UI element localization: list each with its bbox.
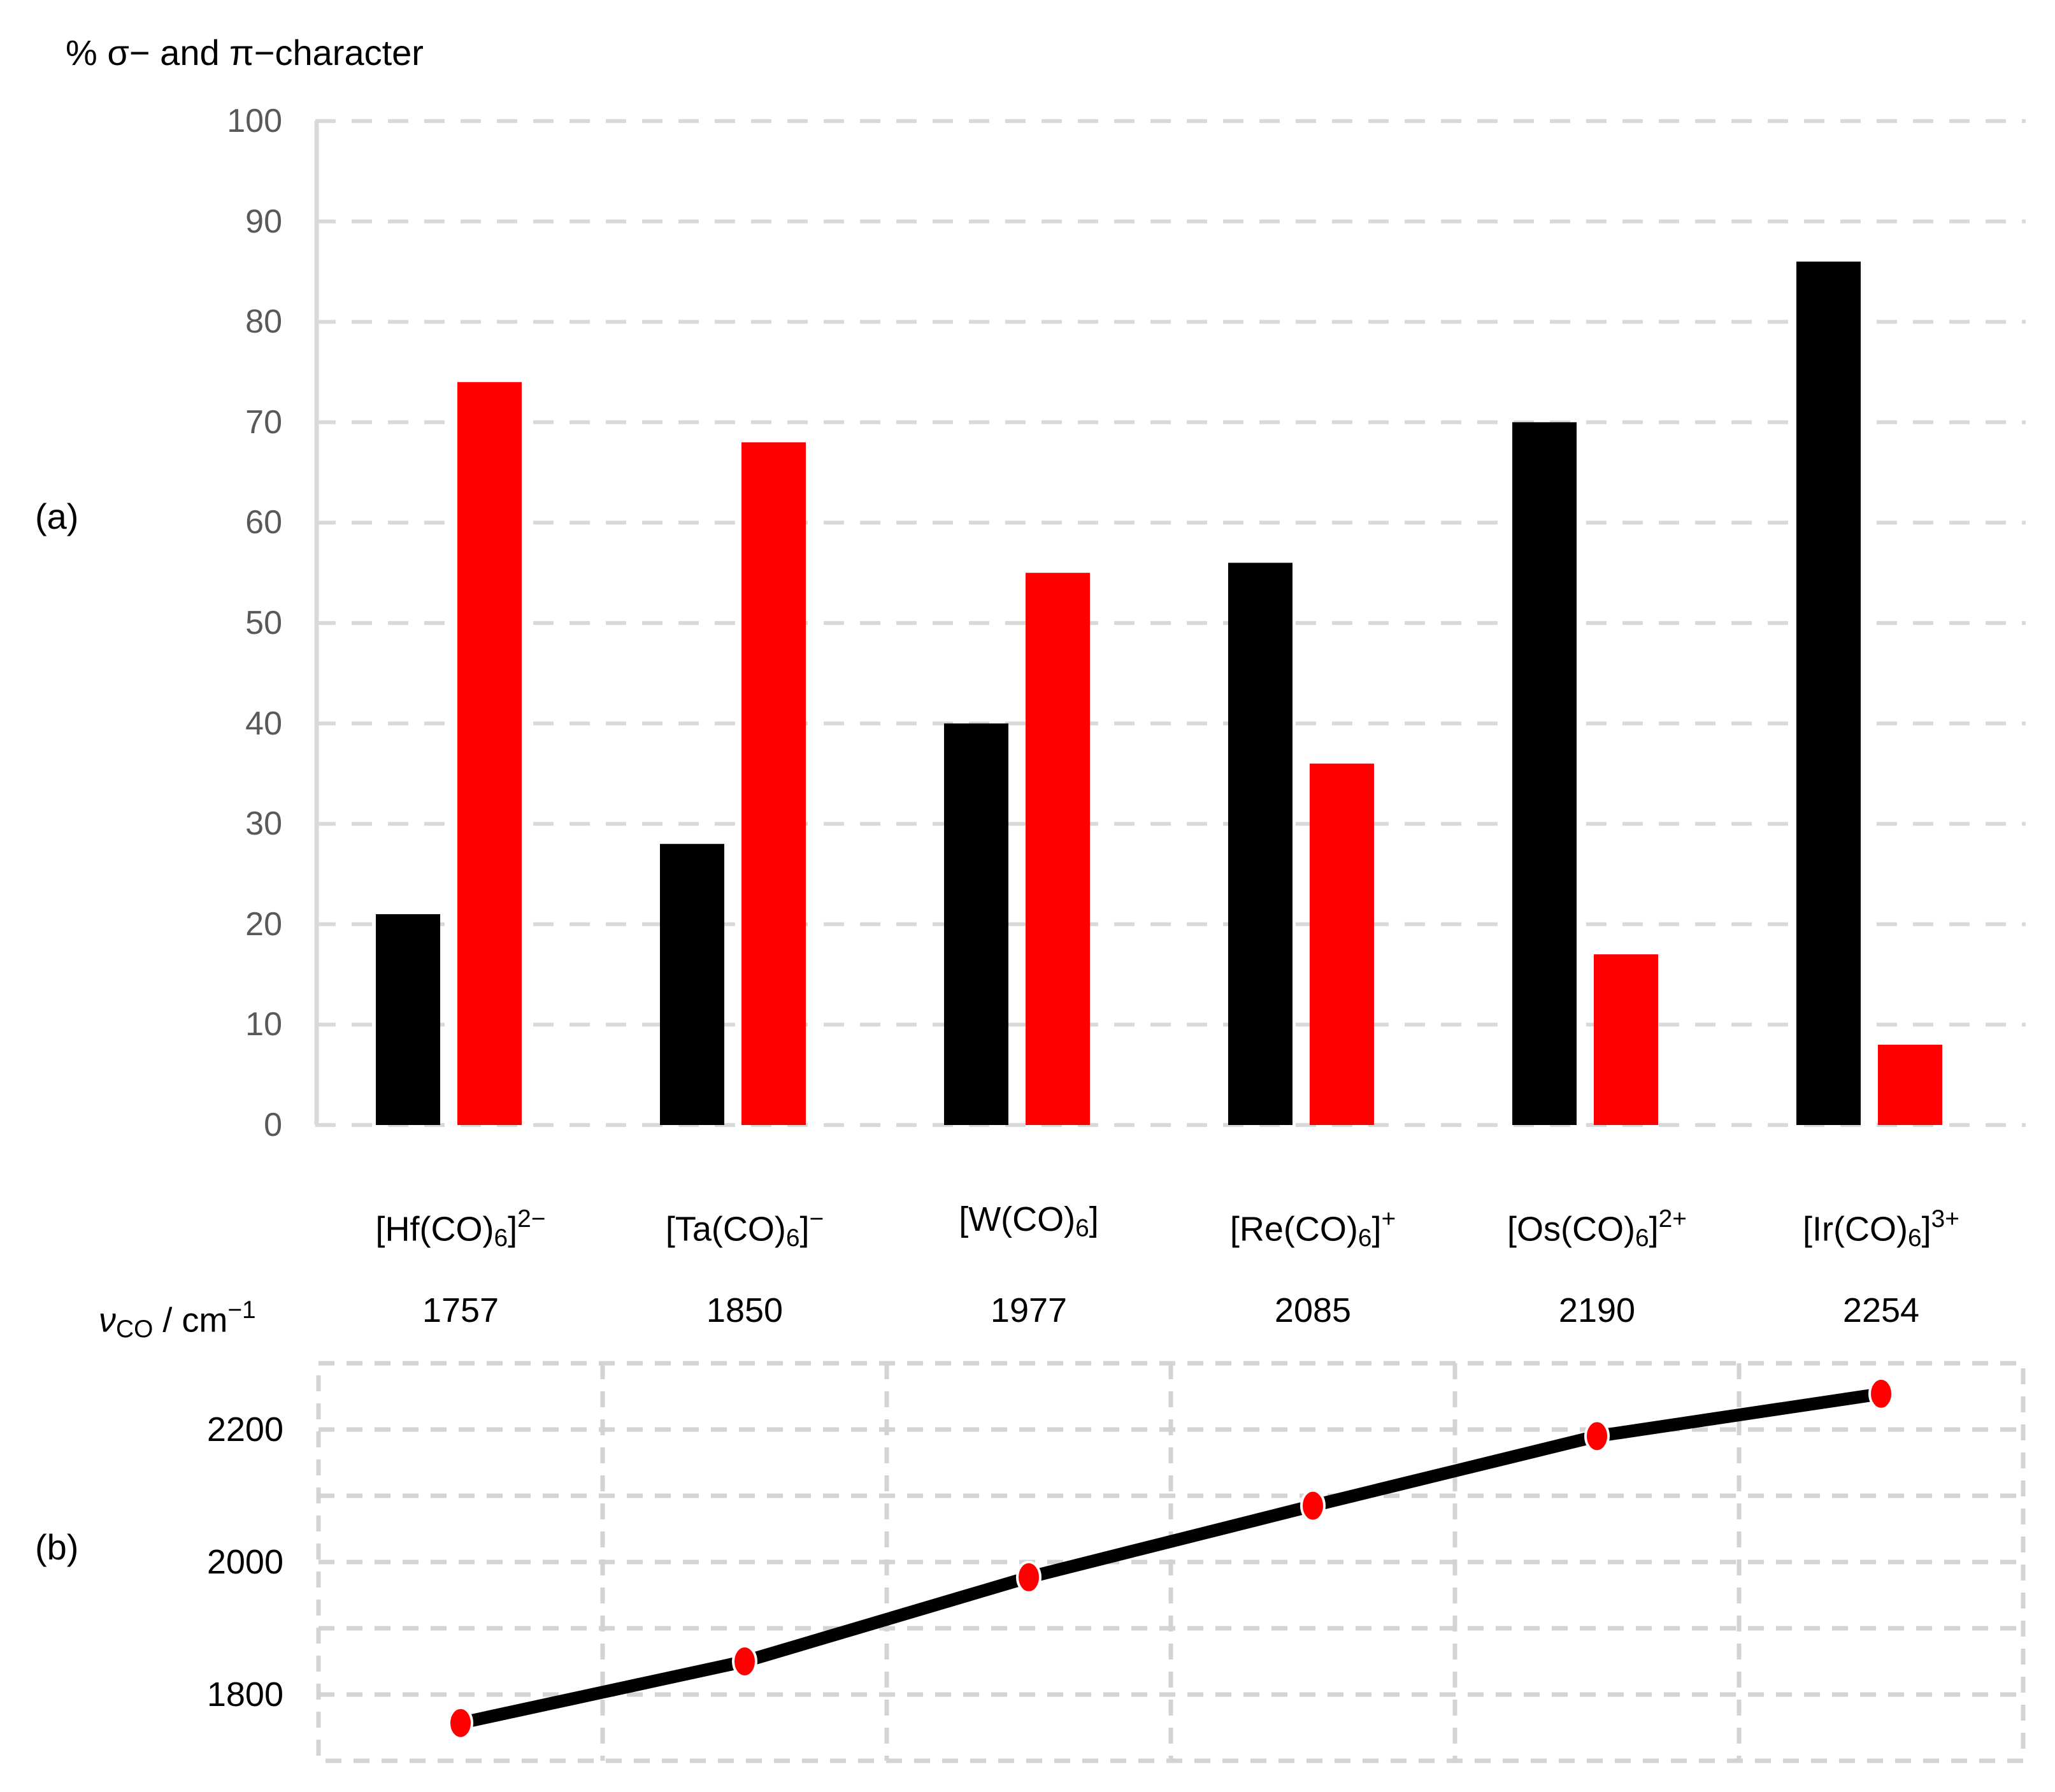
- co-frequency-value-1977: 1977: [990, 1291, 1068, 1330]
- panel-a-tick-80: 80: [245, 303, 282, 341]
- data-point-marker-2190: [1584, 1419, 1610, 1453]
- minus-one-exponent: −1: [227, 1296, 256, 1324]
- formula-part: 6: [785, 1224, 800, 1252]
- formula-part: ]: [1921, 1210, 1931, 1249]
- x-axis-label-[Ta(CO)6]−: [Ta(CO)6]−: [665, 1205, 824, 1252]
- co-frequency-trend-line: [459, 1387, 1882, 1730]
- formula-part: [Os(CO): [1507, 1210, 1635, 1249]
- co-frequency-value-2190: 2190: [1558, 1291, 1636, 1330]
- panel-a-tick-20: 20: [245, 905, 282, 943]
- co-frequency-value-2085: 2085: [1274, 1291, 1352, 1330]
- formula-part: 6: [1357, 1224, 1372, 1252]
- data-point-marker-2085: [1300, 1489, 1326, 1523]
- data-point-marker-2254: [1868, 1377, 1894, 1410]
- bar-sigma-[Os(CO)6]2+: [1512, 422, 1577, 1125]
- x-axis-label-[Os(CO)6]2+: [Os(CO)6]2+: [1507, 1205, 1687, 1252]
- co-frequency-value-1850: 1850: [706, 1291, 784, 1330]
- formula-part: [Hf(CO): [375, 1210, 494, 1249]
- panel-b-label: (b): [35, 1527, 79, 1567]
- panel-a-tick-10: 10: [245, 1006, 282, 1043]
- data-point-marker-1977: [1016, 1560, 1042, 1594]
- panel-a-label: (a): [35, 496, 79, 536]
- panel-a-tick-0: 0: [264, 1107, 282, 1143]
- co-subscript: CO: [116, 1315, 154, 1343]
- bar-sigma-[Hf(CO)6]2−: [376, 914, 440, 1125]
- co-frequency-axis-label: νCO / cm−1: [99, 1291, 256, 1349]
- panel-a-tick-60: 60: [245, 504, 282, 541]
- co-frequency-value-2254: 2254: [1842, 1291, 1920, 1330]
- formula-part: [Ta(CO): [665, 1210, 786, 1249]
- formula-part: ]: [1371, 1210, 1382, 1249]
- bar-pi-[Re(CO)6]+: [1310, 763, 1374, 1125]
- bar-pi-[Ta(CO)6]−: [741, 442, 806, 1125]
- co-frequency-value-1757: 1757: [422, 1291, 499, 1330]
- x-axis-label-[Ir(CO)6]3+: [Ir(CO)6]3+: [1803, 1205, 1959, 1252]
- panel-b-tick-1800: 1800: [206, 1675, 283, 1714]
- formula-part: 6: [1075, 1214, 1089, 1242]
- panel-b-tick-2000: 2000: [206, 1543, 283, 1581]
- bar-sigma-[Re(CO)6]+: [1228, 563, 1292, 1125]
- data-point-marker-1850: [732, 1645, 757, 1678]
- bar-pi-[W(CO)6]: [1026, 573, 1090, 1125]
- nu-symbol: ν: [99, 1301, 116, 1340]
- chart-a-title: % σ− and π−character: [66, 32, 424, 73]
- panel-a-tick-30: 30: [245, 805, 282, 843]
- panel-a-tick-70: 70: [245, 403, 282, 441]
- panel-a-tick-100: 100: [227, 103, 282, 140]
- x-axis-label-[Hf(CO)6]2−: [Hf(CO)6]2−: [375, 1205, 546, 1252]
- bar-pi-[Ir(CO)6]3+: [1878, 1044, 1942, 1125]
- formula-part: [W(CO): [959, 1200, 1076, 1238]
- formula-part: ]: [1089, 1200, 1099, 1238]
- formula-part: ]: [508, 1210, 518, 1249]
- bar-pi-[Hf(CO)6]2−: [457, 382, 522, 1125]
- bar-pi-[Os(CO)6]2+: [1594, 954, 1658, 1125]
- panel-a-tick-50: 50: [245, 605, 282, 642]
- data-point-marker-1757: [448, 1706, 473, 1740]
- x-axis-label-[W(CO)6]: [W(CO)6]: [887, 1193, 1171, 1256]
- formula-part: ]: [799, 1210, 810, 1249]
- formula-part: ]: [1649, 1210, 1659, 1249]
- formula-part: [Ir(CO): [1803, 1210, 1908, 1249]
- bar-sigma-[Ta(CO)6]−: [660, 843, 724, 1125]
- panel-a-tick-40: 40: [245, 705, 282, 742]
- panel-b-tick-2200: 2200: [206, 1410, 283, 1449]
- bar-sigma-[W(CO)6]: [944, 723, 1008, 1125]
- panel-a-tick-90: 90: [245, 203, 282, 240]
- per-cm-text: / cm: [153, 1301, 228, 1340]
- formula-part: 6: [1635, 1224, 1649, 1252]
- bar-sigma-[Ir(CO)6]3+: [1796, 261, 1861, 1125]
- formula-part: 6: [494, 1224, 508, 1252]
- formula-part: 6: [1907, 1224, 1922, 1252]
- formula-part: [Re(CO): [1229, 1210, 1358, 1249]
- x-axis-label-[Re(CO)6]+: [Re(CO)6]+: [1229, 1205, 1396, 1252]
